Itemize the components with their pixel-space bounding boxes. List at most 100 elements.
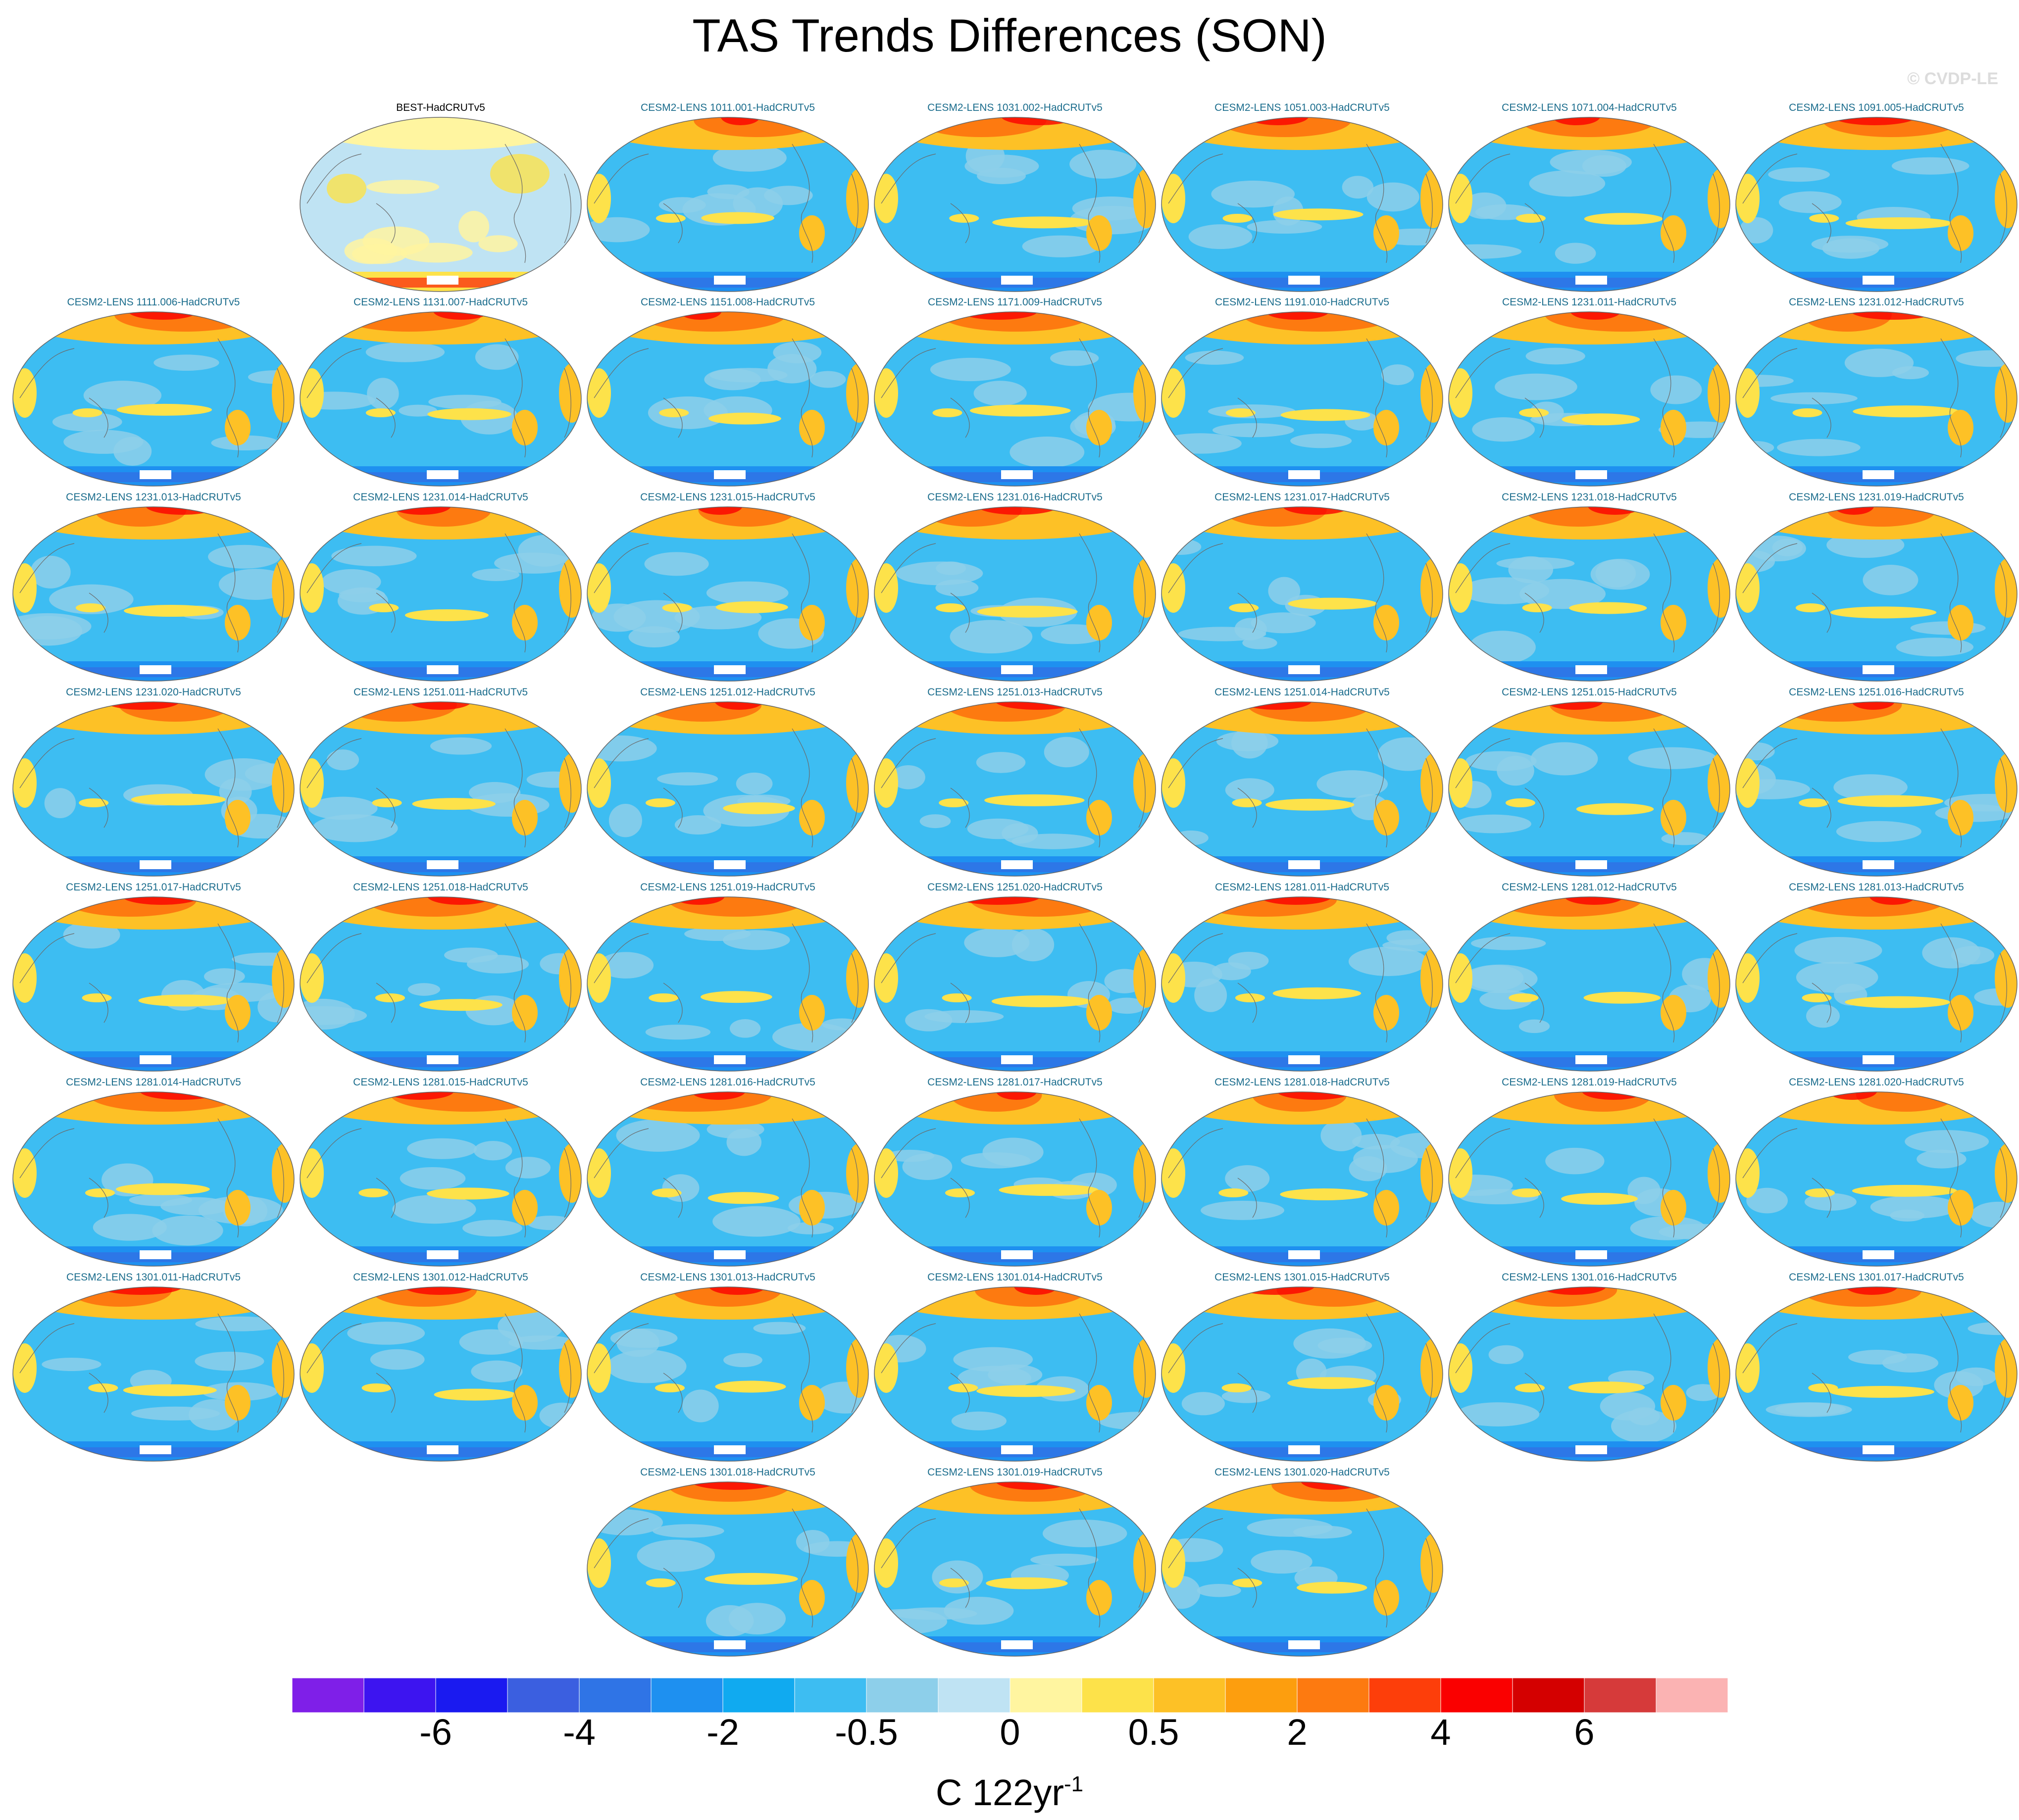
robinson-map [874,311,1156,487]
arctic-warm-core [643,702,762,722]
trend-anomaly [208,544,281,569]
robinson-map [1735,896,2018,1072]
trend-anomaly [1468,631,1536,664]
trend-anomaly [407,983,441,996]
trend-anomaly [1777,439,1861,456]
missing-data-mask [1863,1445,1894,1454]
missing-data-mask [1575,276,1607,285]
missing-data-mask [140,1055,171,1064]
south-america-warm [799,1580,825,1616]
tropical-warm-patch [1221,1383,1252,1392]
trend-anomaly [1863,565,1918,595]
coastline [306,728,571,848]
figure-title: TAS Trends Differences (SON) [692,9,1327,61]
south-america-warm [799,215,825,251]
panel-title: CESM2-LENS 1301.012-HadCRUTv5 [353,1272,528,1283]
map-panel: CESM2-LENS 1301.017-HadCRUTv5 [1733,1271,2019,1464]
africa-west-warm [874,953,898,1003]
robinson-map [874,701,1156,877]
trend-anomaly [1661,832,1708,845]
arctic-warm-peak [427,897,493,905]
trend-anomaly [1212,423,1294,438]
trend-anomaly [598,952,654,979]
robinson-map [587,896,869,1072]
arctic-warm-peak [1276,1092,1354,1100]
robinson-map [1448,117,1730,292]
tropical-warm-tongue [404,609,489,621]
map-panel: CESM2-LENS 1171.009-HadCRUTv5 [871,296,1159,489]
south-america-warm [1661,1385,1686,1421]
trend-anomaly [478,235,518,252]
coastline [306,1118,571,1238]
panel-title: CESM2-LENS 1251.012-HadCRUTv5 [640,687,815,698]
africa-warm [846,948,868,1008]
south-america-warm [1948,995,1973,1031]
trend-anomaly [773,342,822,363]
tropical-warm-patch [1509,993,1539,1002]
south-america-warm [1373,605,1399,640]
robinson-map [587,506,869,682]
missing-data-mask [1863,276,1894,285]
south-america-warm [799,410,825,445]
coastline [1742,1313,2007,1433]
map-outline [1735,1091,2018,1267]
missing-data-mask [1863,1055,1894,1064]
robinson-map [1161,701,1443,877]
map-outline [300,1091,582,1267]
africa-west-warm [874,1538,898,1588]
trend-anomaly [1107,997,1147,1014]
trend-anomaly [653,1524,724,1538]
missing-data-mask [1001,1445,1033,1454]
africa-west-warm [1736,953,1760,1003]
trend-anomaly [1201,1200,1285,1220]
panel-title: CESM2-LENS 1031.002-HadCRUTv5 [927,102,1103,113]
missing-data-mask [427,470,458,479]
trend-anomaly [1525,347,1585,365]
africa-west-warm [13,1148,37,1198]
map-panel: CESM2-LENS 1301.018-HadCRUTv5 [584,1466,871,1659]
africa-west-warm [874,563,898,613]
map-outline [1448,1091,1730,1267]
map-panel: CESM2-LENS 1251.020-HadCRUTv5 [871,881,1159,1074]
africa-west-warm [1449,1148,1472,1198]
arctic-warm-core [1549,702,1676,722]
tropical-warm-tongue [1852,1184,1957,1197]
robinson-map [1735,117,2018,292]
south-america-warm [1661,995,1686,1031]
colorbar-tick-label: -2 [707,1712,739,1753]
arctic-warm-core [1856,1092,1957,1112]
tropical-warm-patch [72,408,102,417]
trend-anomaly [1320,1120,1362,1151]
trend-anomaly [1896,638,1973,657]
trend-anomaly [1833,774,1908,801]
missing-data-mask [714,276,746,285]
tropical-warm-patch [82,993,112,1002]
africa-warm [272,948,294,1008]
trend-anomaly [430,737,492,755]
africa-warm [1420,169,1443,228]
trend-anomaly [953,1347,1033,1372]
trend-anomaly [1348,946,1428,976]
missing-data-mask [140,1250,171,1259]
trend-anomaly [1545,1147,1605,1175]
africa-warm [1133,753,1156,813]
coastline [306,338,571,458]
tropical-warm-tongue [1584,213,1663,225]
robinson-map [587,311,869,487]
trend-anomaly [587,217,650,243]
robinson-map [587,1286,869,1462]
robinson-map [300,1286,582,1462]
trend-anomaly [219,778,252,805]
coastline [1168,1313,1433,1433]
coastline [881,1313,1146,1433]
panel-title: BEST-HadCRUTv5 [396,102,485,113]
arctic-warm-core [1276,1287,1392,1307]
tropical-warm-patch [1805,1188,1835,1197]
africa-west-warm [587,953,611,1003]
tropical-warm-tongue [1837,795,1944,807]
panel-title: CESM2-LENS 1251.014-HadCRUTv5 [1214,687,1390,698]
robinson-map [874,1286,1156,1462]
arctic-warm-peak [128,312,198,320]
trend-anomaly [370,1349,425,1370]
coastline [1742,533,2007,653]
